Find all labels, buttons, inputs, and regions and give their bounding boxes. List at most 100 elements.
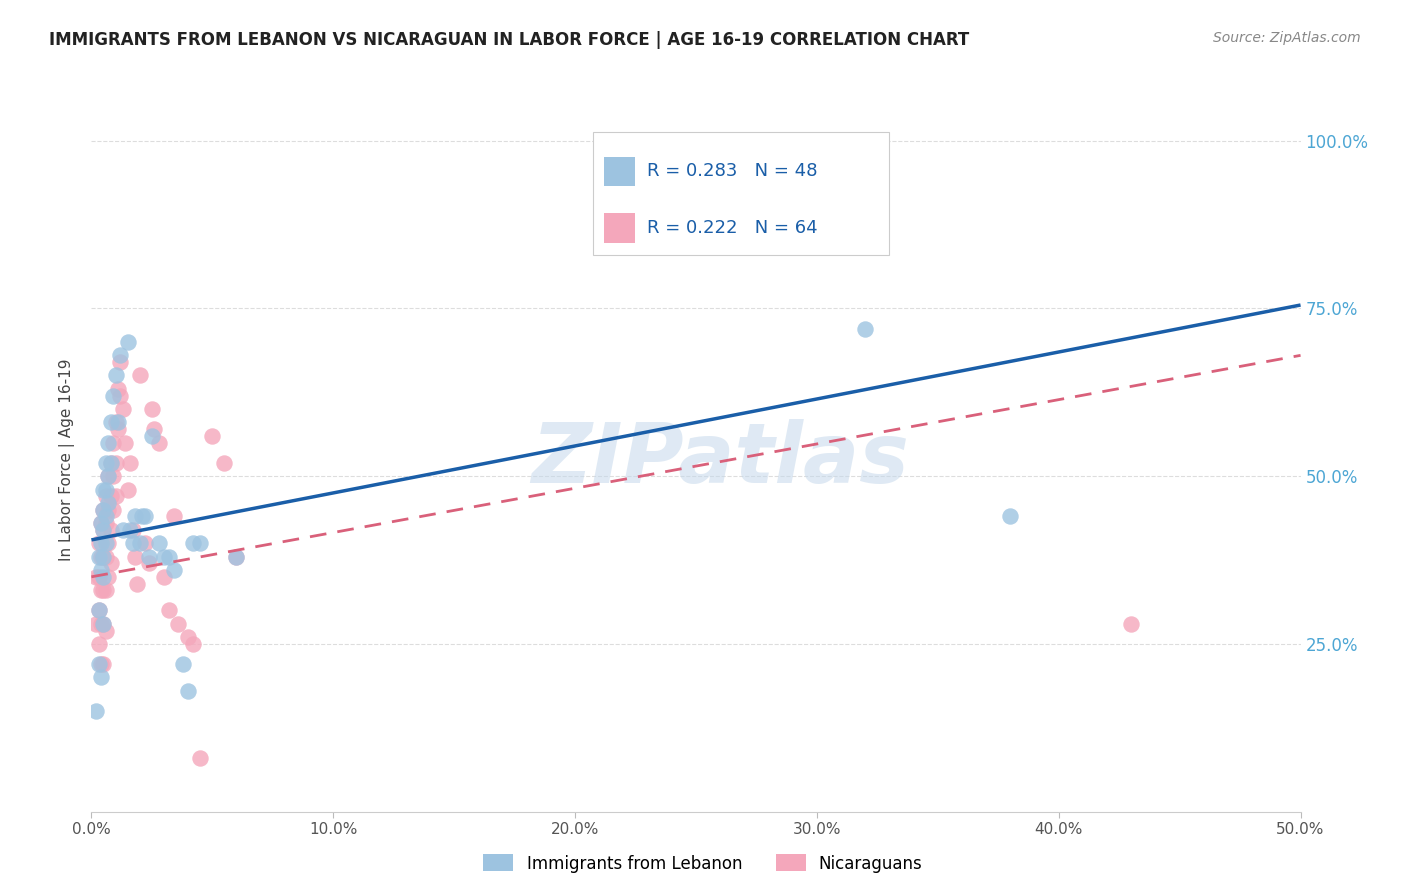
- Point: [111, 402, 134, 417]
- Point: [121, 523, 143, 537]
- Point: [90, 516, 112, 530]
- Point: [1121, 616, 1143, 631]
- Point: [93, 502, 115, 516]
- Point: [201, 429, 224, 443]
- Point: [225, 549, 247, 564]
- Point: [84, 616, 107, 631]
- Point: [97, 469, 120, 483]
- Point: [162, 509, 184, 524]
- Point: [104, 368, 127, 383]
- Point: [97, 435, 120, 450]
- Point: [94, 549, 117, 564]
- Point: [90, 563, 112, 577]
- Point: [157, 549, 180, 564]
- Point: [100, 557, 122, 571]
- Point: [110, 355, 132, 369]
- Point: [110, 389, 132, 403]
- Text: R = 0.283   N = 48: R = 0.283 N = 48: [647, 162, 817, 180]
- Point: [134, 536, 156, 550]
- Point: [93, 523, 115, 537]
- Point: [100, 416, 122, 430]
- Point: [124, 549, 146, 564]
- Point: [90, 536, 112, 550]
- Point: [94, 536, 117, 550]
- Point: [93, 549, 115, 564]
- Point: [124, 509, 146, 524]
- Point: [110, 348, 132, 362]
- Point: [134, 509, 156, 524]
- Point: [97, 570, 120, 584]
- Point: [90, 616, 112, 631]
- Point: [93, 616, 115, 631]
- Point: [101, 389, 124, 403]
- Point: [100, 456, 122, 470]
- Point: [87, 570, 110, 584]
- Point: [87, 637, 110, 651]
- Point: [87, 536, 110, 550]
- Point: [97, 469, 120, 483]
- Point: [93, 616, 115, 631]
- Point: [87, 549, 110, 564]
- Point: [172, 657, 194, 671]
- Point: [104, 416, 127, 430]
- Point: [84, 704, 107, 718]
- Point: [94, 516, 117, 530]
- Y-axis label: In Labor Force | Age 16-19: In Labor Force | Age 16-19: [59, 358, 76, 561]
- Point: [90, 671, 112, 685]
- Point: [87, 657, 110, 671]
- Point: [1000, 509, 1022, 524]
- Point: [104, 489, 127, 503]
- Point: [104, 456, 127, 470]
- Point: [853, 321, 876, 335]
- Point: [181, 536, 204, 550]
- Point: [90, 583, 112, 598]
- Point: [107, 416, 129, 430]
- Point: [121, 536, 143, 550]
- Point: [87, 603, 110, 617]
- Point: [107, 422, 129, 436]
- Point: [94, 509, 117, 524]
- Point: [143, 422, 166, 436]
- Point: [167, 616, 190, 631]
- Point: [127, 576, 149, 591]
- Point: [114, 435, 136, 450]
- Point: [128, 536, 150, 550]
- Point: [94, 624, 117, 638]
- Point: [177, 684, 200, 698]
- Point: [188, 751, 211, 765]
- Legend: Immigrants from Lebanon, Nicaraguans: Immigrants from Lebanon, Nicaraguans: [477, 847, 929, 880]
- Point: [97, 502, 120, 516]
- Text: IMMIGRANTS FROM LEBANON VS NICARAGUAN IN LABOR FORCE | AGE 16-19 CORRELATION CHA: IMMIGRANTS FROM LEBANON VS NICARAGUAN IN…: [49, 31, 970, 49]
- Point: [87, 603, 110, 617]
- Point: [97, 536, 120, 550]
- Point: [225, 549, 247, 564]
- Point: [120, 456, 142, 470]
- Point: [138, 557, 160, 571]
- Text: R = 0.222   N = 64: R = 0.222 N = 64: [647, 219, 817, 237]
- Text: ZIPatlas: ZIPatlas: [531, 419, 910, 500]
- Point: [93, 523, 115, 537]
- Point: [101, 435, 124, 450]
- Point: [120, 523, 142, 537]
- Point: [141, 402, 163, 417]
- Point: [93, 583, 115, 598]
- Point: [84, 570, 107, 584]
- Text: Source: ZipAtlas.com: Source: ZipAtlas.com: [1213, 31, 1361, 45]
- Point: [214, 456, 236, 470]
- Point: [93, 483, 115, 497]
- Point: [162, 563, 184, 577]
- Point: [93, 502, 115, 516]
- Point: [138, 549, 160, 564]
- Point: [141, 429, 163, 443]
- Point: [101, 502, 124, 516]
- Point: [153, 549, 176, 564]
- Point: [100, 523, 122, 537]
- Point: [101, 469, 124, 483]
- Point: [153, 570, 176, 584]
- Point: [100, 489, 122, 503]
- Point: [128, 368, 150, 383]
- Point: [94, 583, 117, 598]
- Point: [94, 489, 117, 503]
- Point: [100, 456, 122, 470]
- Point: [188, 536, 211, 550]
